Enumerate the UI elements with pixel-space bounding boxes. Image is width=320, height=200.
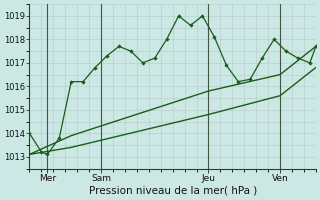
X-axis label: Pression niveau de la mer( hPa ): Pression niveau de la mer( hPa ) [89, 186, 257, 196]
